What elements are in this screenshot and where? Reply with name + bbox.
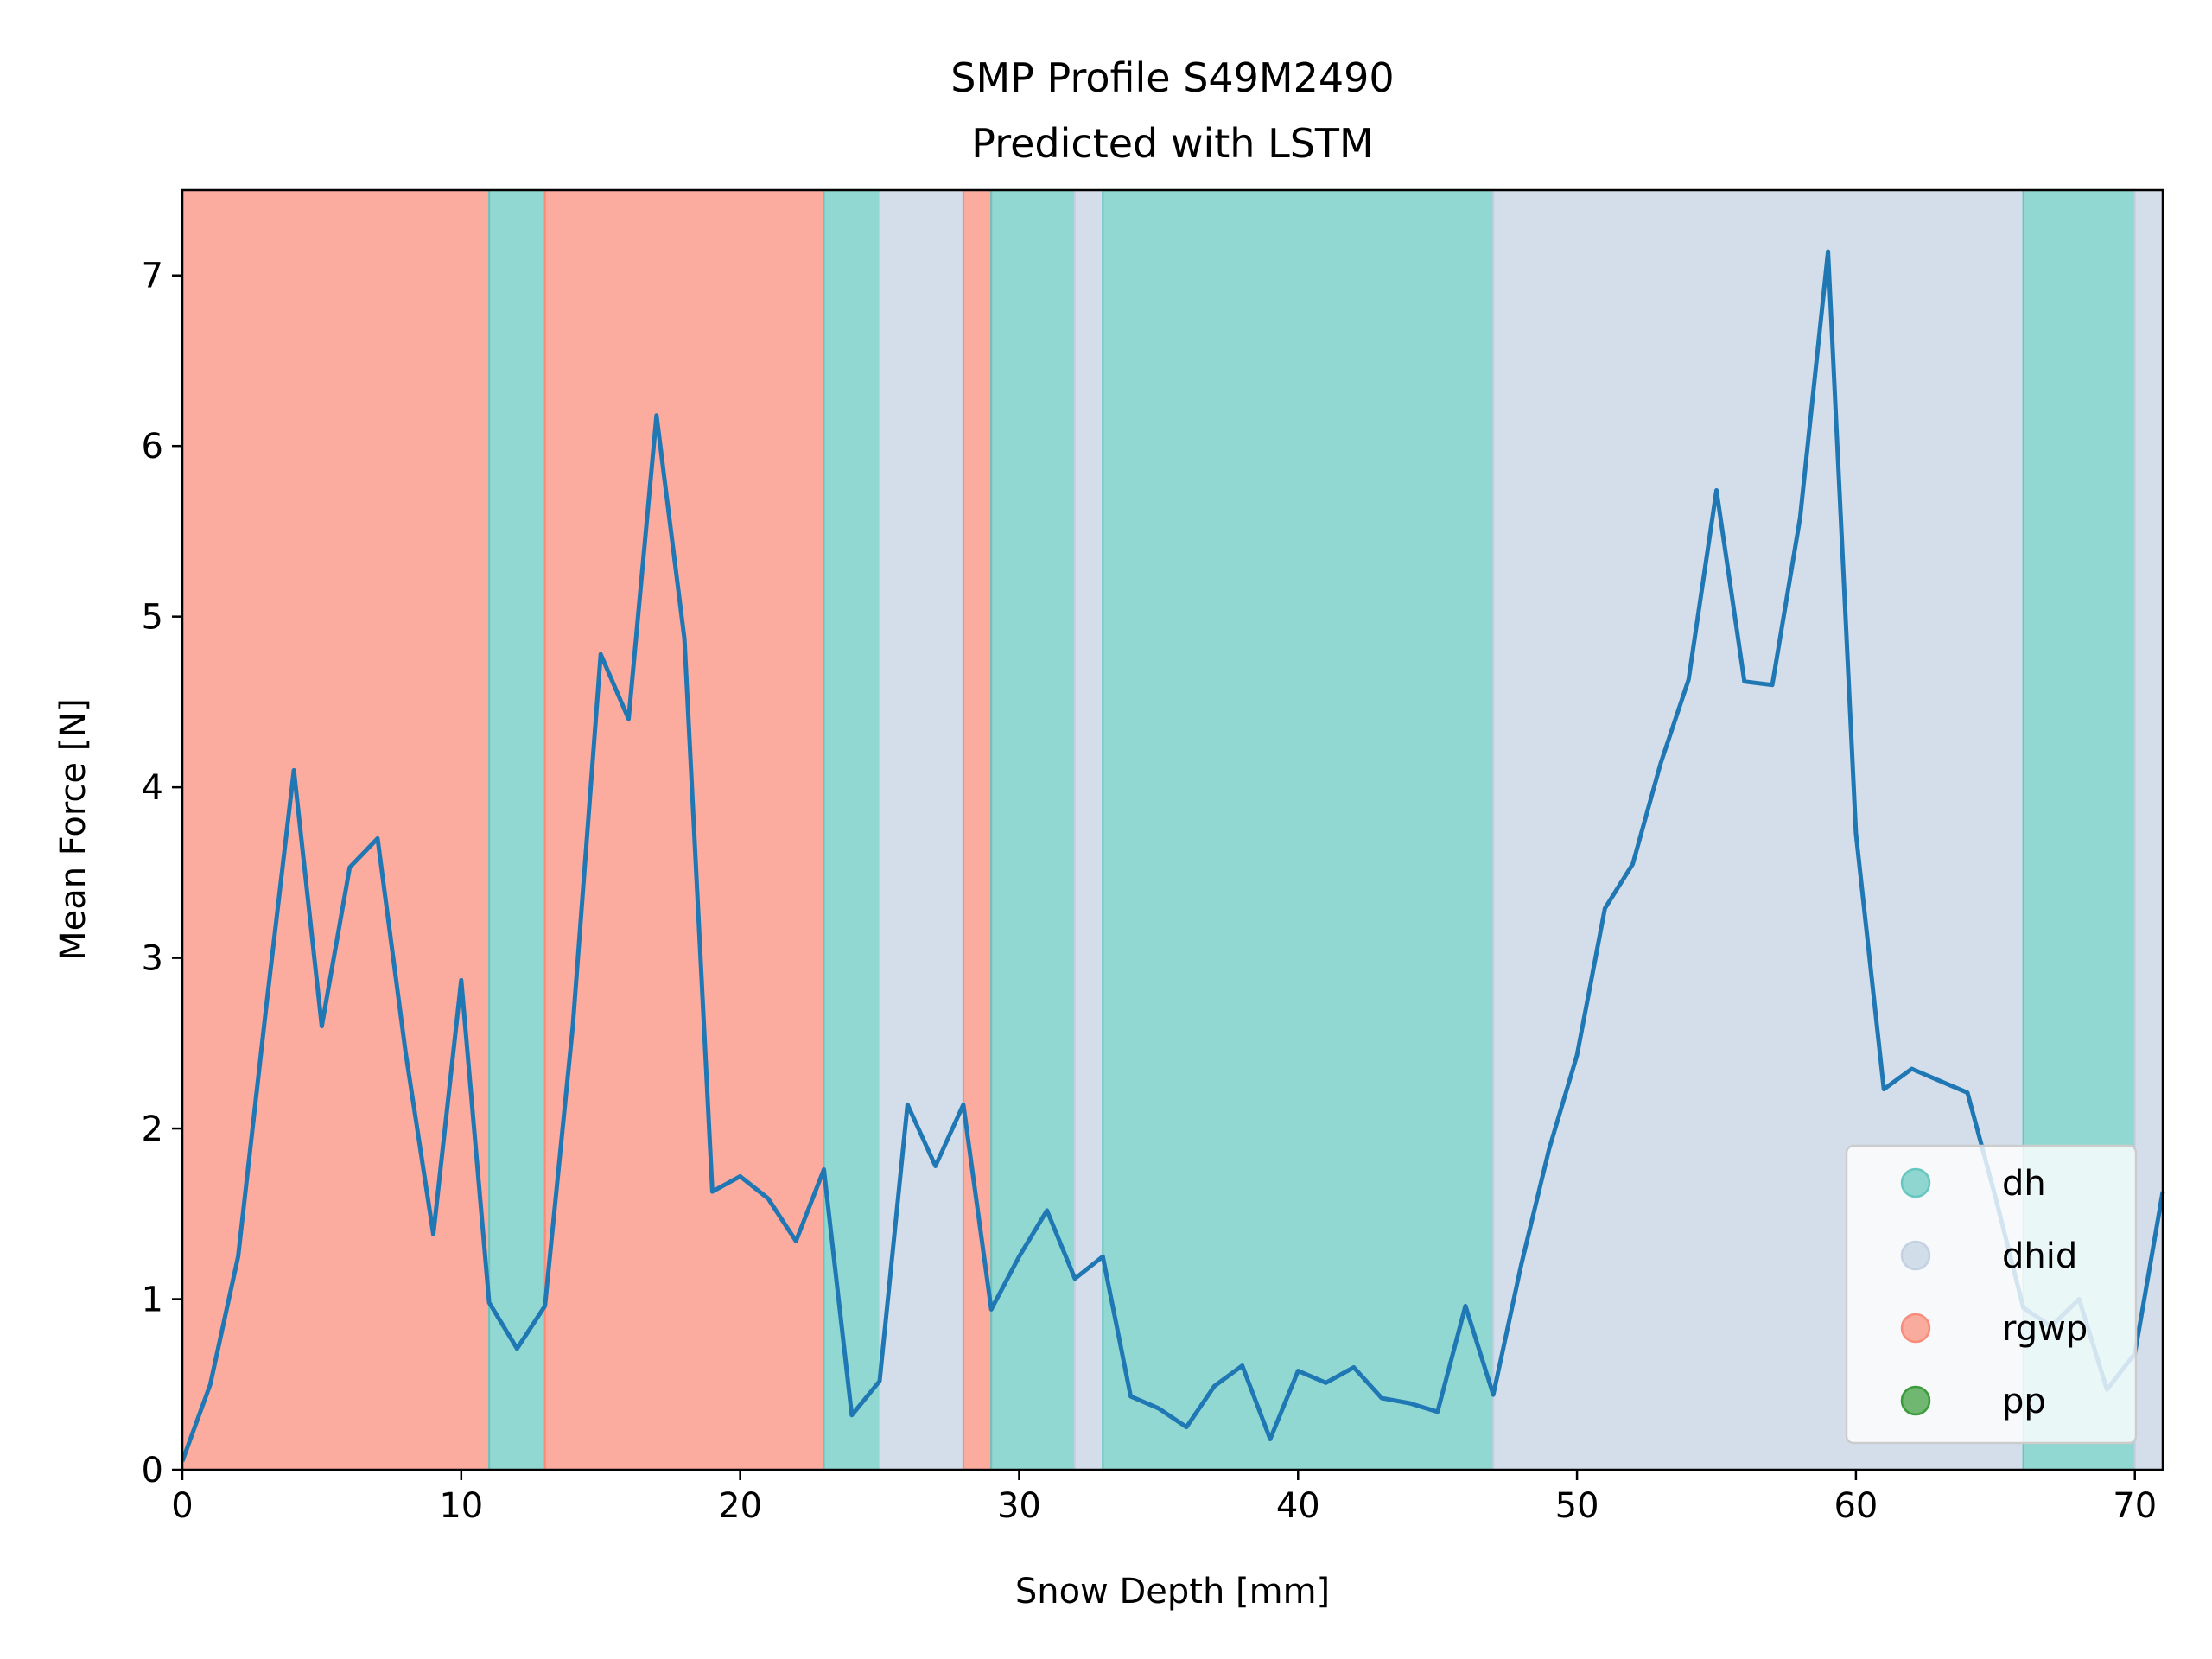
y-tick-label: 2 [142, 1109, 163, 1149]
y-tick-label: 7 [142, 257, 163, 296]
region-dh [823, 189, 881, 1471]
x-tick-label: 20 [718, 1486, 762, 1526]
x-tick-label: 10 [439, 1486, 483, 1526]
legend-marker-pp [1900, 1385, 1931, 1416]
x-tick-label: 40 [1276, 1486, 1320, 1526]
x-tick-label: 0 [171, 1486, 193, 1526]
legend-label-dh: dh [2002, 1164, 2046, 1204]
legend-label-dhid: dhid [2002, 1236, 2077, 1276]
region-rgwp [543, 189, 825, 1471]
region-dh [1102, 189, 1495, 1471]
x-tick-label: 30 [997, 1486, 1041, 1526]
plot-frame [181, 188, 2164, 1471]
region-dhid [1074, 189, 1104, 1471]
legend-marker-rgwp [1900, 1313, 1931, 1344]
x-axis-label: Snow Depth [mm] [1015, 1572, 1330, 1611]
region-dh [488, 189, 546, 1471]
x-tick-label: 60 [1834, 1486, 1878, 1526]
y-tick-label: 0 [142, 1451, 163, 1491]
region-rgwp [181, 189, 491, 1471]
legend: dh dhid rgwp pp [1845, 1144, 2138, 1445]
y-axis: 0 1 2 3 4 5 6 7 [142, 257, 182, 1491]
y-tick-label: 6 [142, 427, 163, 467]
y-tick-label: 1 [142, 1281, 163, 1320]
mean-force-line [180, 249, 2165, 1462]
legend-label-pp: pp [2002, 1382, 2046, 1421]
region-dhid [2133, 189, 2164, 1471]
chart-title: SMP Profile S49M2490 [950, 54, 1394, 101]
y-tick-label: 4 [142, 768, 163, 808]
legend-box [1845, 1144, 2138, 1445]
data-series [180, 249, 2165, 1462]
y-axis-label: Mean Force [N] [54, 698, 93, 961]
legend-marker-dhid [1900, 1240, 1931, 1271]
y-tick-label: 3 [142, 939, 163, 979]
region-dh [990, 189, 1077, 1471]
legend-marker-dh [1900, 1167, 1931, 1198]
x-axis: 0 10 20 30 40 50 60 70 [171, 1470, 2157, 1526]
y-tick-label: 5 [142, 598, 163, 638]
x-tick-label: 50 [1555, 1486, 1599, 1526]
legend-label-rgwp: rgwp [2002, 1309, 2088, 1349]
x-tick-label: 70 [2113, 1486, 2157, 1526]
chart-subtitle: Predicted with LSTM [971, 120, 1373, 167]
